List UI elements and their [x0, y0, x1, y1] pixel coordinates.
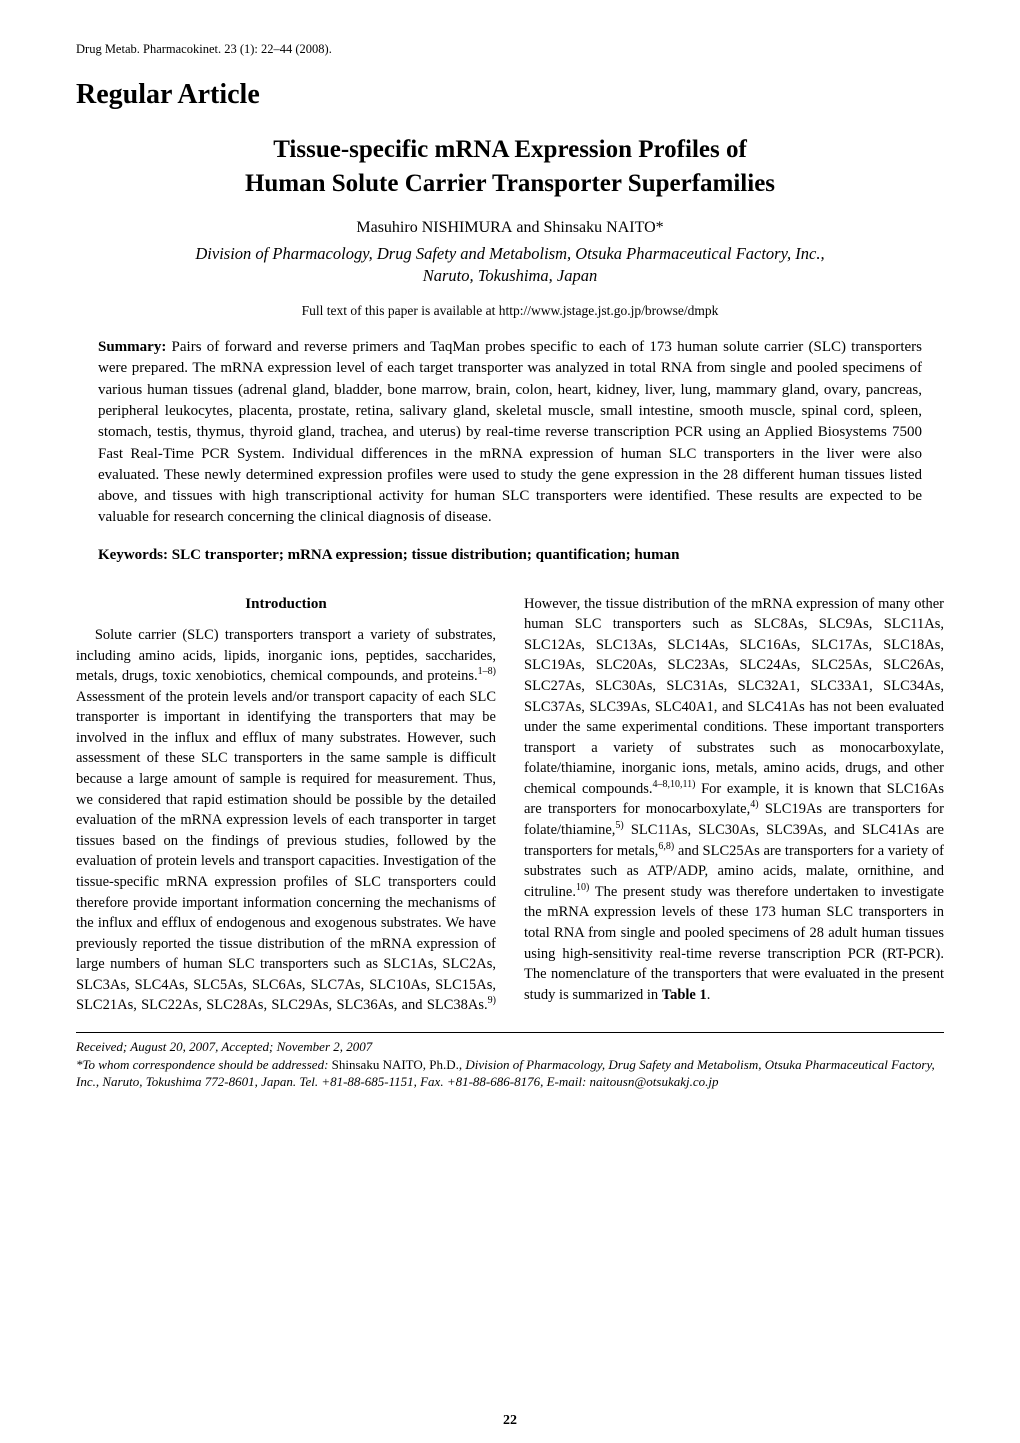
introduction-heading: Introduction	[76, 594, 496, 615]
footer-block: Received; August 20, 2007, Accepted; Nov…	[76, 1038, 944, 1091]
affiliation: Division of Pharmacology, Drug Safety an…	[76, 243, 944, 288]
page-number: 22	[0, 1413, 1020, 1429]
affiliation-line-2: Naruto, Tokushima, Japan	[423, 266, 598, 285]
footer-correspondence: *To whom correspondence should be addres…	[76, 1056, 944, 1091]
summary-block: Summary: Pairs of forward and reverse pr…	[98, 337, 922, 529]
title-line-1: Tissue-specific mRNA Expression Profiles…	[273, 136, 747, 163]
footer-received: Received; August 20, 2007, Accepted; Nov…	[76, 1038, 944, 1056]
summary-label: Summary:	[98, 339, 166, 355]
affiliation-line-1: Division of Pharmacology, Drug Safety an…	[195, 244, 824, 263]
title-line-2: Human Solute Carrier Transporter Superfa…	[245, 170, 775, 197]
keywords-block: Keywords: SLC transporter; mRNA expressi…	[98, 547, 922, 564]
authors: Masuhiro NISHIMURA and Shinsaku NAITO*	[76, 219, 944, 237]
section-label: Regular Article	[76, 79, 944, 111]
keywords-text: SLC transporter; mRNA expression; tissue…	[172, 547, 680, 563]
keywords-label: Keywords:	[98, 547, 172, 563]
fulltext-link: Full text of this paper is available at …	[76, 303, 944, 319]
body-two-column: Introduction Solute carrier (SLC) transp…	[76, 594, 944, 1016]
introduction-paragraph: Solute carrier (SLC) transporters transp…	[76, 594, 944, 1016]
footer-rule	[76, 1032, 944, 1033]
article-title: Tissue-specific mRNA Expression Profiles…	[76, 133, 944, 201]
summary-text: Pairs of forward and reverse primers and…	[98, 339, 922, 525]
journal-header: Drug Metab. Pharmacokinet. 23 (1): 22–44…	[76, 42, 944, 57]
